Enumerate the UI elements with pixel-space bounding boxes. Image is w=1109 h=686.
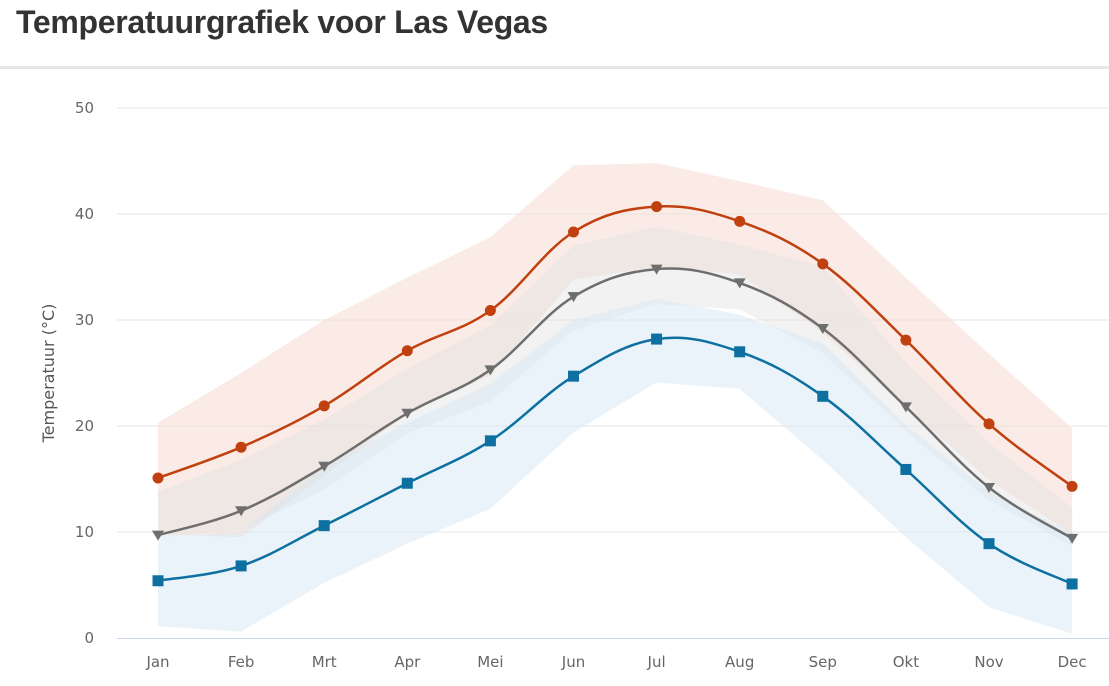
x-tick-label: Jan <box>145 653 169 671</box>
y-tick-label: 30 <box>75 311 94 329</box>
data-point-min[interactable] <box>401 477 413 489</box>
data-point-max[interactable] <box>318 400 330 412</box>
data-point-gemiddeld[interactable] <box>567 292 580 303</box>
data-point-max[interactable] <box>651 201 663 213</box>
data-point-min[interactable] <box>900 463 912 475</box>
data-point-min[interactable] <box>734 346 746 358</box>
data-point-gemiddeld[interactable] <box>733 278 746 289</box>
data-point-max[interactable] <box>734 215 746 227</box>
x-tick-label: Mrt <box>312 653 337 671</box>
data-point-gemiddeld[interactable] <box>401 408 414 419</box>
data-point-min[interactable] <box>1066 578 1078 590</box>
data-point-gemiddeld[interactable] <box>650 264 663 275</box>
series-line-gemiddeld <box>156 267 1074 540</box>
title-divider <box>0 66 1109 69</box>
data-point-min[interactable] <box>484 435 496 447</box>
data-point-gemiddeld[interactable] <box>983 482 995 493</box>
x-tick-label: Dec <box>1058 653 1087 671</box>
y-tick-label: 10 <box>75 523 94 541</box>
range-band <box>158 226 1073 546</box>
data-point-max[interactable] <box>900 334 912 346</box>
data-point-gemiddeld[interactable] <box>152 530 164 541</box>
data-point-gemiddeld[interactable] <box>816 323 829 334</box>
y-axis-label: Temperatuur (°C) <box>39 304 58 444</box>
data-point-gemiddeld[interactable] <box>899 402 912 413</box>
data-point-gemiddeld[interactable] <box>318 461 331 472</box>
x-tick-label: Jul <box>647 653 666 671</box>
data-point-gemiddeld[interactable] <box>235 506 248 517</box>
data-point-gemiddeld[interactable] <box>484 365 497 376</box>
x-tick-label: Apr <box>394 653 421 671</box>
y-tick-label: 40 <box>75 205 94 223</box>
data-point-min[interactable] <box>568 370 579 382</box>
axes: 0 10 20 30 40 50 Jan Feb Mrt Apr Mei Jun Jul Aug Sep Ok… <box>75 99 1109 671</box>
range-bands <box>158 163 1073 634</box>
x-tick-label: Aug <box>725 653 754 671</box>
x-tick-label: Mei <box>477 653 503 671</box>
data-point-min[interactable] <box>152 575 164 587</box>
data-point-min[interactable] <box>983 538 995 550</box>
data-point-min[interactable] <box>318 520 330 532</box>
page-title: Temperatuurgrafiek voor Las Vegas <box>16 4 548 40</box>
range-band <box>158 298 1073 634</box>
data-point-min[interactable] <box>651 333 663 345</box>
x-tick-label: Feb <box>228 653 255 671</box>
range-band <box>158 163 1073 538</box>
data-point-max[interactable] <box>983 418 995 430</box>
y-tick-label: 20 <box>75 417 94 435</box>
series-markers <box>152 201 1079 590</box>
data-point-max[interactable] <box>401 345 413 357</box>
data-point-max[interactable] <box>1066 480 1078 492</box>
x-tick-label: Nov <box>974 653 1003 671</box>
data-point-max[interactable] <box>152 472 164 484</box>
x-tick-label: Okt <box>893 653 919 671</box>
x-tick-label: Jun <box>561 653 585 671</box>
data-point-max[interactable] <box>568 226 579 238</box>
data-point-gemiddeld[interactable] <box>1066 533 1079 544</box>
data-point-max[interactable] <box>235 441 247 453</box>
data-point-min[interactable] <box>235 560 247 572</box>
data-point-max[interactable] <box>817 258 829 270</box>
data-point-max[interactable] <box>484 304 496 316</box>
x-tick-label: Sep <box>809 653 837 671</box>
y-tick-label: 50 <box>75 99 94 117</box>
y-tick-label: 0 <box>84 629 94 647</box>
data-point-min[interactable] <box>817 390 829 402</box>
